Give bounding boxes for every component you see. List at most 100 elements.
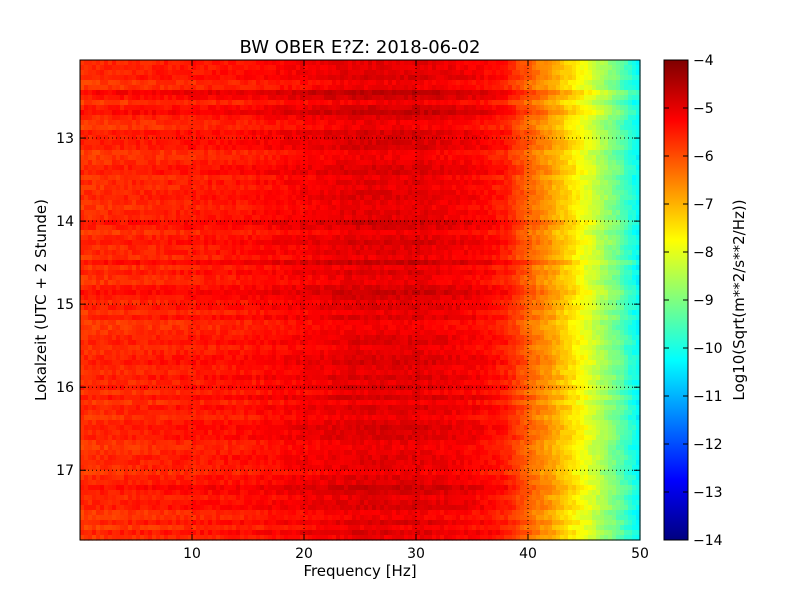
- heatmap-cell: [184, 95, 189, 101]
- heatmap-cell: [224, 190, 229, 196]
- heatmap-cell: [304, 150, 309, 156]
- heatmap-cell: [184, 170, 189, 176]
- heatmap-cell: [512, 145, 517, 151]
- heatmap-cell: [388, 225, 393, 231]
- heatmap-cell: [228, 195, 233, 201]
- heatmap-cell: [400, 150, 405, 156]
- heatmap-cell: [236, 185, 241, 191]
- heatmap-cell: [240, 65, 245, 71]
- heatmap-cell: [352, 65, 357, 71]
- heatmap-cell: [436, 145, 441, 151]
- heatmap-cell: [408, 185, 413, 191]
- heatmap-cell: [624, 90, 629, 96]
- heatmap-cell: [92, 220, 97, 226]
- heatmap-cell: [632, 115, 637, 121]
- heatmap-cell: [316, 230, 321, 236]
- heatmap-cell: [428, 140, 433, 146]
- heatmap-cell: [264, 120, 269, 126]
- heatmap-cell: [404, 220, 409, 226]
- heatmap-cell: [484, 195, 489, 201]
- heatmap-cell: [308, 120, 313, 126]
- heatmap-cell: [620, 140, 625, 146]
- heatmap-cell: [408, 115, 413, 121]
- heatmap-cell: [380, 150, 385, 156]
- heatmap-cell: [236, 115, 241, 121]
- heatmap-cell: [216, 110, 221, 116]
- heatmap-cell: [420, 225, 425, 231]
- heatmap-cell: [160, 150, 165, 156]
- heatmap-cell: [104, 115, 109, 121]
- heatmap-cell: [228, 70, 233, 76]
- heatmap-cell: [556, 230, 561, 236]
- heatmap-cell: [272, 110, 277, 116]
- heatmap-cell: [400, 135, 405, 141]
- heatmap-cell: [116, 200, 121, 206]
- heatmap-cell: [104, 65, 109, 71]
- heatmap-cell: [276, 90, 281, 96]
- heatmap-cell: [292, 190, 297, 196]
- heatmap-cell: [116, 175, 121, 181]
- heatmap-cell: [588, 205, 593, 211]
- heatmap-cell: [252, 80, 257, 86]
- heatmap-cell: [400, 215, 405, 221]
- heatmap-cell: [404, 160, 409, 166]
- heatmap-cell: [372, 165, 377, 171]
- heatmap-cell: [504, 80, 509, 86]
- heatmap-cell: [200, 110, 205, 116]
- heatmap-cell: [88, 80, 93, 86]
- heatmap-cell: [452, 80, 457, 86]
- heatmap-cell: [500, 230, 505, 236]
- heatmap-cell: [604, 165, 609, 171]
- heatmap-cell: [368, 160, 373, 166]
- heatmap-cell: [88, 100, 93, 106]
- heatmap-cell: [196, 210, 201, 216]
- heatmap-cell: [452, 140, 457, 146]
- heatmap-cell: [124, 130, 129, 136]
- heatmap-cell: [172, 65, 177, 71]
- heatmap-cell: [636, 195, 641, 201]
- heatmap-cell: [580, 100, 585, 106]
- heatmap-cell: [568, 105, 573, 111]
- heatmap-cell: [188, 105, 193, 111]
- heatmap-cell: [224, 180, 229, 186]
- heatmap-cell: [180, 235, 185, 241]
- heatmap-cell: [580, 220, 585, 226]
- heatmap-cell: [332, 115, 337, 121]
- heatmap-cell: [184, 180, 189, 186]
- heatmap-cell: [408, 100, 413, 106]
- heatmap-cell: [528, 140, 533, 146]
- heatmap-cell: [80, 60, 85, 66]
- heatmap-cell: [396, 200, 401, 206]
- heatmap-cell: [388, 165, 393, 171]
- heatmap-cell: [168, 155, 173, 161]
- heatmap-cell: [120, 200, 125, 206]
- heatmap-cell: [252, 125, 257, 131]
- heatmap-cell: [572, 135, 577, 141]
- heatmap-cell: [592, 170, 597, 176]
- heatmap-cell: [476, 100, 481, 106]
- heatmap-cell: [244, 125, 249, 131]
- heatmap-cell: [400, 105, 405, 111]
- heatmap-cell: [620, 200, 625, 206]
- heatmap-cell: [364, 105, 369, 111]
- heatmap-cell: [464, 190, 469, 196]
- heatmap-cell: [432, 220, 437, 226]
- heatmap-cell: [636, 150, 641, 156]
- heatmap-cell: [284, 160, 289, 166]
- heatmap-cell: [240, 200, 245, 206]
- heatmap-cell: [292, 115, 297, 121]
- heatmap-cell: [348, 180, 353, 186]
- heatmap-cell: [164, 220, 169, 226]
- heatmap-cell: [564, 155, 569, 161]
- heatmap-cell: [536, 105, 541, 111]
- heatmap-cell: [292, 95, 297, 101]
- heatmap-cell: [136, 135, 141, 141]
- heatmap-cell: [276, 75, 281, 81]
- heatmap-cell: [476, 60, 481, 66]
- heatmap-cell: [160, 125, 165, 131]
- heatmap-cell: [176, 120, 181, 126]
- heatmap-cell: [624, 145, 629, 151]
- heatmap-cell: [548, 85, 553, 91]
- heatmap-cell: [488, 220, 493, 226]
- heatmap-cell: [96, 125, 101, 131]
